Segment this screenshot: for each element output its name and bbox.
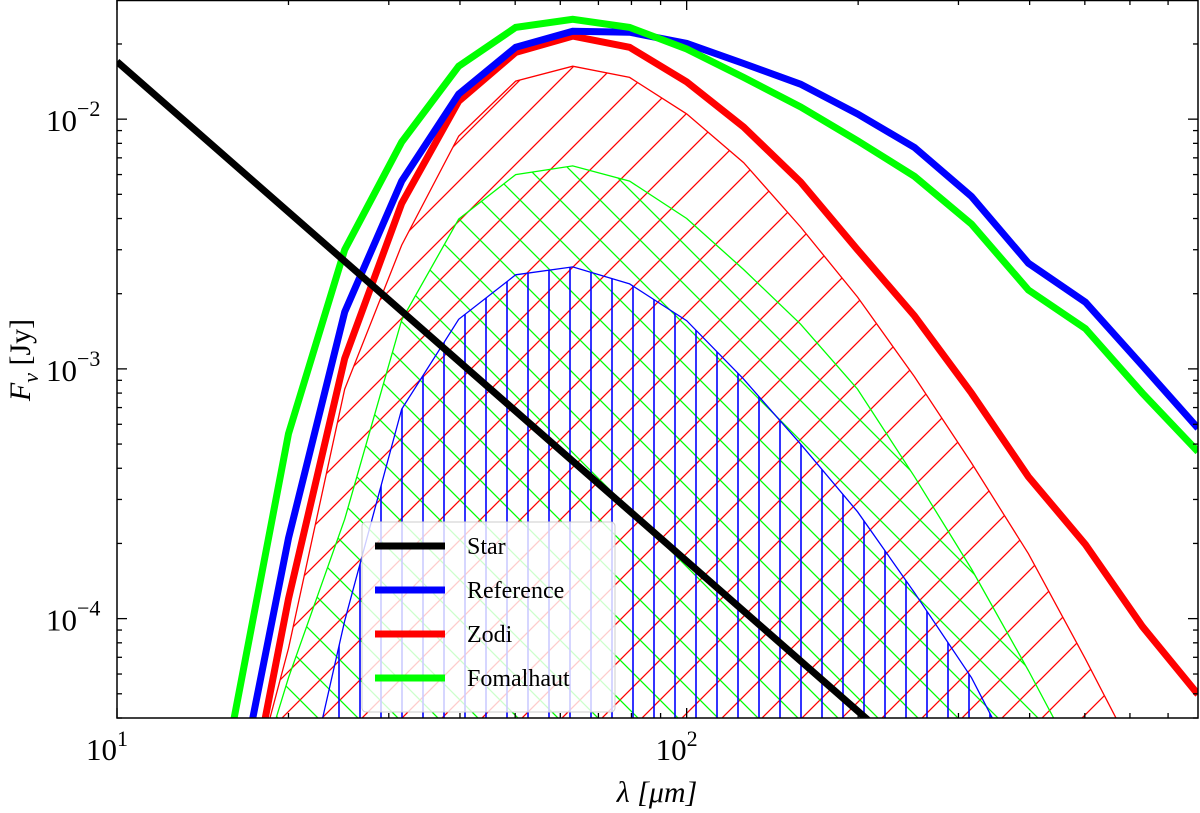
- x-tick-label-exponent: 2: [687, 726, 698, 751]
- x-tick-label-exponent: 1: [117, 726, 128, 751]
- x-tick-label: 101: [86, 726, 128, 767]
- y-tick-label-base: 10: [46, 103, 77, 138]
- series-line-fomalhaut: [230, 15, 1198, 718]
- x-tick-label-base: 10: [656, 732, 687, 767]
- series-line-star: [117, 58, 871, 718]
- legend-label: Star: [467, 534, 506, 560]
- legend-entry-fomalhaut: Fomalhaut: [375, 666, 570, 692]
- x-axis-label: λ [μm]: [616, 776, 698, 809]
- legend: Star Reference Zodi Fomalhaut: [361, 521, 616, 713]
- x-tick-label: 102: [656, 726, 698, 767]
- legend-box: [361, 521, 616, 713]
- y-axis-label-subscript: ν: [18, 373, 43, 383]
- legend-entry-zodi: Zodi: [375, 622, 513, 648]
- legend-label: Fomalhaut: [467, 666, 570, 692]
- legend-entry-reference: Reference: [375, 578, 564, 604]
- y-tick-label: 10−2: [46, 96, 100, 138]
- y-tick-label-exponent: −4: [77, 596, 100, 621]
- legend-entry-star: Star: [375, 534, 506, 560]
- y-axis-label-unit: [Jy]: [4, 319, 37, 373]
- series-line-reference: [249, 27, 1198, 718]
- hatched-region-outline-fomalhaut: [275, 165, 1055, 718]
- legend-label: Reference: [467, 578, 564, 604]
- y-tick-label-base: 10: [46, 603, 77, 638]
- plot-frame: [116, 0, 1199, 719]
- y-tick-label: 10−3: [46, 346, 100, 388]
- series-line-zodi: [261, 32, 1198, 718]
- y-axis-label-symbol: F: [4, 382, 37, 402]
- x-tick-label-base: 10: [86, 732, 117, 767]
- y-tick-label-base: 10: [46, 353, 77, 388]
- y-axis-label: Fν [Jy]: [4, 319, 43, 402]
- legend-label: Zodi: [467, 622, 513, 648]
- x-axis-label-text: λ [μm]: [616, 776, 698, 809]
- y-axis-label-text: Fν [Jy]: [4, 319, 43, 402]
- y-tick-label-exponent: −3: [77, 346, 100, 371]
- hatched-region-outline-reference: [321, 266, 994, 718]
- plot-area: [117, 15, 1198, 718]
- y-tick-label: 10−4: [46, 596, 100, 638]
- y-tick-label-exponent: −2: [77, 96, 100, 121]
